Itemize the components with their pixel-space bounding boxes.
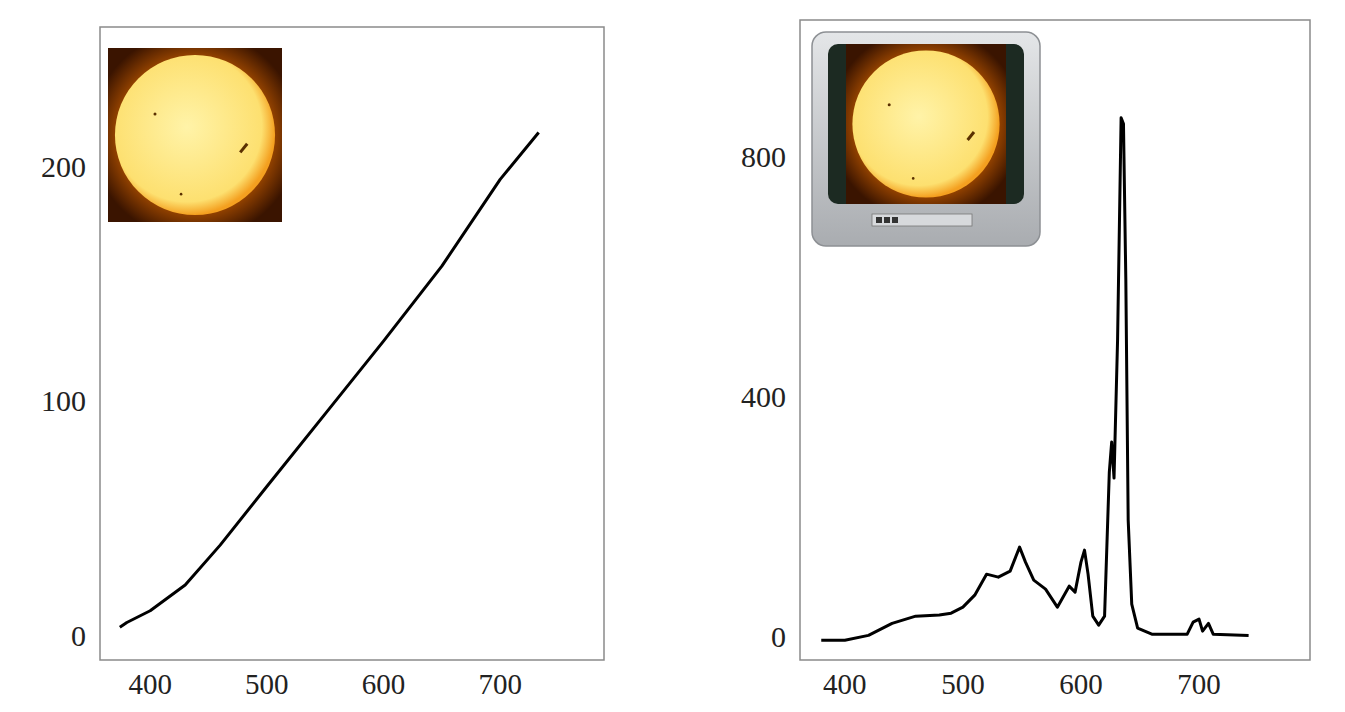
sun-spot — [240, 144, 247, 153]
sun-disk — [852, 50, 999, 197]
x-tick-label: 600 — [362, 668, 406, 700]
tv-button — [892, 217, 898, 223]
sun-spot — [912, 177, 915, 180]
x-tick-label: 400 — [128, 668, 172, 700]
sun-background — [108, 48, 282, 222]
tv-button — [884, 217, 890, 223]
panel: 0 400 800 400 500 600 700 — [741, 20, 1310, 700]
y-tick-label: 0 — [71, 619, 86, 652]
spectrum-line — [821, 118, 1248, 640]
plot-frame — [800, 20, 1310, 660]
y-tick-label: 0 — [771, 620, 786, 653]
panel: 0 100 200 400 500 600 700 — [41, 27, 604, 700]
y-tick-label: 800 — [741, 140, 786, 173]
data-group — [821, 118, 1248, 640]
sun-spot — [888, 103, 891, 106]
spectrum-line — [120, 133, 539, 628]
sun-spot — [153, 113, 156, 116]
sun-disk — [115, 55, 275, 215]
x-tick-label: 700 — [478, 668, 522, 700]
sun-spot — [180, 193, 183, 196]
tv-screen — [828, 44, 1024, 204]
x-tick-label: 400 — [823, 668, 867, 700]
y-tick-label: 100 — [41, 384, 86, 417]
sun-icon — [108, 48, 282, 222]
tv-button — [876, 217, 882, 223]
sun-background — [846, 44, 1006, 204]
sun-spot — [968, 132, 974, 140]
tv-body — [812, 32, 1040, 246]
data-group — [120, 133, 539, 628]
figure: 0 100 200 400 500 600 700 0 400 800 400 500 600 700 — [0, 0, 1345, 712]
plot-frame — [100, 27, 604, 660]
tv-controls — [872, 214, 972, 226]
x-tick-label: 600 — [1059, 668, 1103, 700]
x-tick-label: 500 — [941, 668, 985, 700]
y-tick-label: 400 — [741, 380, 786, 413]
tv-icon — [812, 32, 1040, 246]
x-tick-label: 700 — [1177, 668, 1221, 700]
y-tick-label: 200 — [41, 150, 86, 183]
x-tick-label: 500 — [245, 668, 289, 700]
